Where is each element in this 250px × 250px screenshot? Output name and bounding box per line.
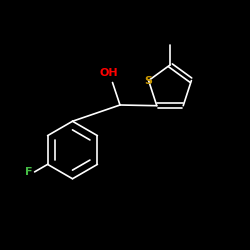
Text: OH: OH <box>100 68 118 78</box>
Text: S: S <box>144 76 152 86</box>
Text: F: F <box>24 167 32 177</box>
